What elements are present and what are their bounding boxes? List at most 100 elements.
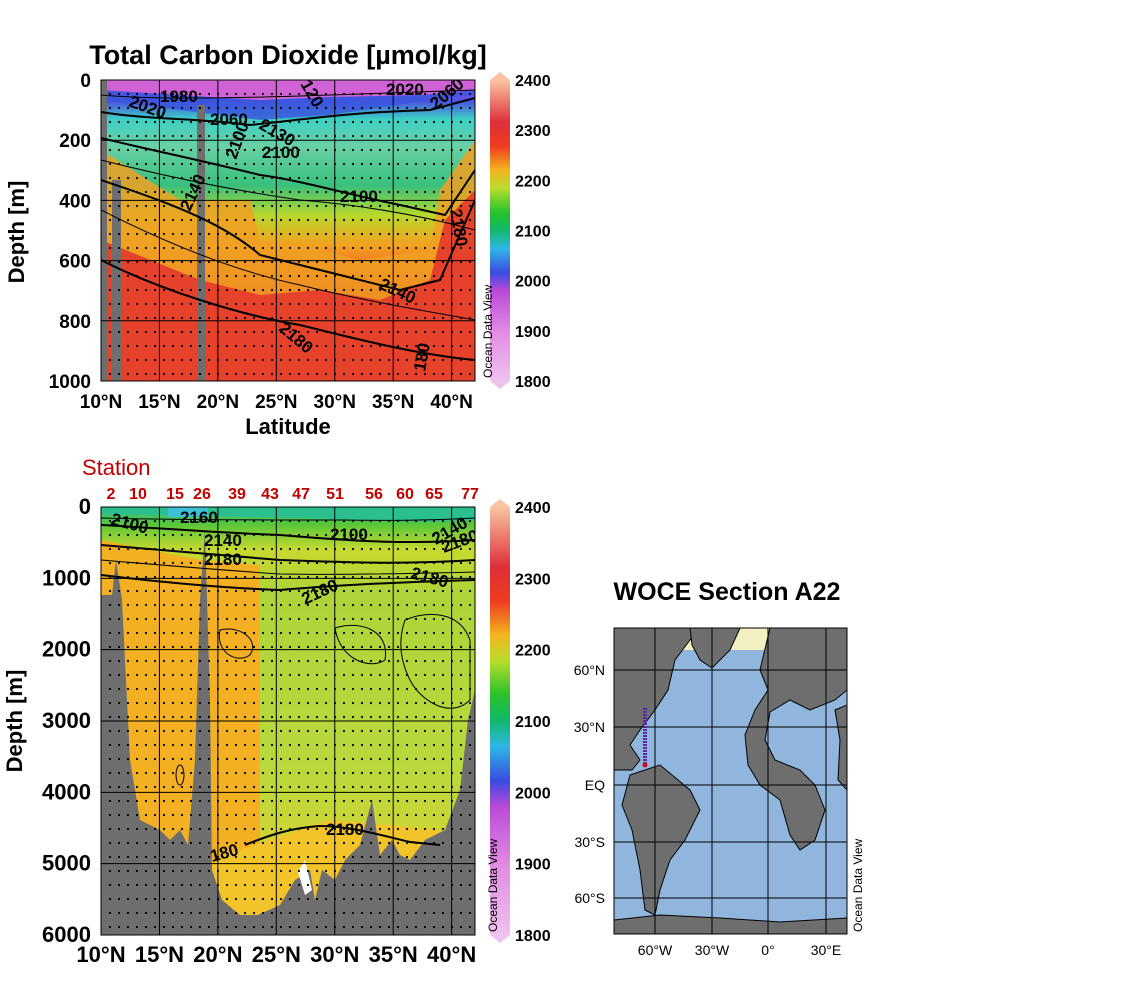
grid-dot — [207, 701, 211, 705]
grid-dot — [279, 701, 283, 705]
grid-dot — [441, 302, 445, 306]
grid-dot — [450, 841, 454, 845]
grid-dot — [198, 274, 202, 278]
grid-dot — [297, 813, 301, 817]
grid-dot — [468, 561, 472, 565]
grid-dot — [198, 316, 202, 320]
grid-dot — [342, 134, 346, 138]
grid-dot — [144, 883, 148, 887]
grid-dot — [342, 631, 346, 635]
grid-dot — [288, 120, 292, 124]
grid-dot — [369, 869, 373, 873]
grid-dot — [468, 659, 472, 663]
grid-dot — [126, 148, 130, 152]
grid-dot — [441, 519, 445, 523]
grid-dot — [135, 743, 139, 747]
grid-dot — [216, 883, 220, 887]
grid-dot — [135, 190, 139, 194]
grid-dot — [261, 519, 265, 523]
grid-dot — [333, 897, 337, 901]
grid-dot — [315, 575, 319, 579]
grid-dot — [441, 547, 445, 551]
grid-dot — [450, 911, 454, 915]
grid-dot — [117, 925, 121, 929]
grid-dot — [432, 162, 436, 166]
grid-dot — [279, 288, 283, 292]
grid-dot — [171, 148, 175, 152]
grid-dot — [288, 869, 292, 873]
grid-dot — [243, 302, 247, 306]
grid-dot — [288, 358, 292, 362]
grid-dot — [414, 358, 418, 362]
grid-dot — [450, 330, 454, 334]
grid-dot — [423, 897, 427, 901]
grid-dot — [459, 162, 463, 166]
grid-dot — [144, 729, 148, 733]
grid-dot — [162, 302, 166, 306]
grid-dot — [441, 204, 445, 208]
grid-dot — [405, 687, 409, 691]
grid-dot — [306, 288, 310, 292]
grid-dot — [234, 617, 238, 621]
grid-dot — [306, 911, 310, 915]
grid-dot — [279, 925, 283, 929]
grid-dot — [324, 246, 328, 250]
grid-dot — [396, 575, 400, 579]
grid-dot — [414, 232, 418, 236]
grid-dot — [468, 302, 472, 306]
grid-dot — [288, 92, 292, 96]
grid-dot — [450, 855, 454, 859]
grid-dot — [369, 715, 373, 719]
grid-dot — [468, 575, 472, 579]
grid-dot — [315, 120, 319, 124]
grid-dot — [261, 631, 265, 635]
grid-dot — [414, 841, 418, 845]
grid-dot — [243, 232, 247, 236]
grid-dot — [207, 190, 211, 194]
grid-dot — [279, 106, 283, 110]
grid-dot — [441, 813, 445, 817]
grid-dot — [405, 344, 409, 348]
grid-dot — [225, 911, 229, 915]
grid-dot — [396, 743, 400, 747]
grid-dot — [243, 330, 247, 334]
grid-dot — [198, 589, 202, 593]
grid-dot — [450, 547, 454, 551]
grid-dot — [198, 232, 202, 236]
grid-dot — [441, 603, 445, 607]
grid-dot — [441, 827, 445, 831]
grid-dot — [189, 785, 193, 789]
grid-dot — [468, 911, 472, 915]
grid-dot — [405, 673, 409, 677]
grid-dot — [117, 897, 121, 901]
grid-dot — [252, 603, 256, 607]
bottom-contour-label-2180a: 2180 — [204, 550, 242, 569]
grid-dot — [396, 519, 400, 523]
grid-dot — [189, 589, 193, 593]
grid-dot — [297, 288, 301, 292]
grid-dot — [369, 519, 373, 523]
grid-dot — [144, 533, 148, 537]
grid-dot — [468, 771, 472, 775]
grid-dot — [387, 274, 391, 278]
grid-dot — [288, 841, 292, 845]
grid-dot — [315, 855, 319, 859]
grid-dot — [162, 316, 166, 320]
grid-dot — [171, 659, 175, 663]
grid-dot — [342, 246, 346, 250]
grid-dot — [423, 519, 427, 523]
grid-dot — [306, 519, 310, 523]
grid-dot — [198, 841, 202, 845]
grid-dot — [144, 246, 148, 250]
grid-dot — [126, 631, 130, 635]
grid-dot — [126, 771, 130, 775]
grid-dot — [126, 715, 130, 719]
grid-dot — [252, 106, 256, 110]
grid-dot — [315, 925, 319, 929]
grid-dot — [378, 106, 382, 110]
grid-dot — [243, 120, 247, 124]
grid-dot — [414, 603, 418, 607]
grid-dot — [189, 883, 193, 887]
grid-dot — [189, 841, 193, 845]
bottom-contour-label-2160: 2160 — [180, 508, 218, 527]
